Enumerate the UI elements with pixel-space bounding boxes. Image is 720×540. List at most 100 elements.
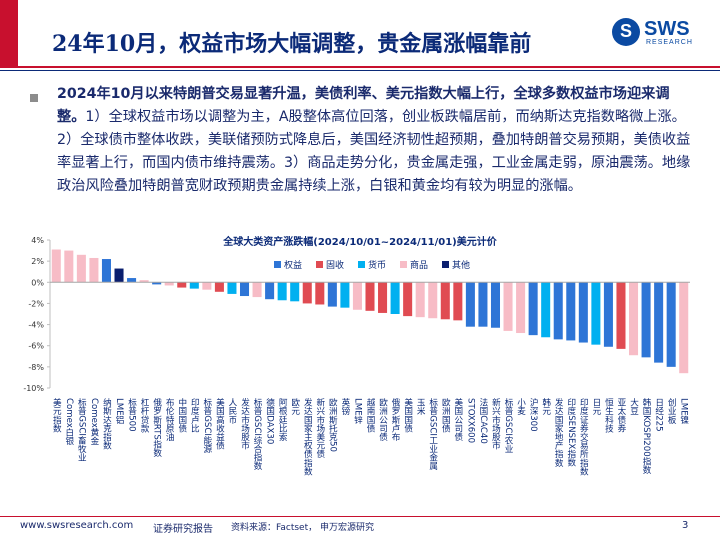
category-label: 新兴市场股市 bbox=[490, 397, 500, 451]
legend-swatch bbox=[400, 261, 407, 268]
bar bbox=[478, 282, 488, 327]
bar bbox=[541, 282, 551, 338]
category-label: 韩国KOSPI200指数 bbox=[641, 397, 651, 475]
category-label: 美国公司债 bbox=[453, 397, 463, 442]
bar bbox=[641, 282, 651, 358]
category-label: 大豆 bbox=[629, 397, 639, 416]
bar bbox=[327, 282, 337, 307]
category-label: 日经225 bbox=[654, 398, 664, 432]
bar bbox=[352, 282, 362, 310]
bar bbox=[277, 282, 287, 301]
bar bbox=[490, 282, 501, 328]
bar bbox=[214, 282, 224, 292]
category-label: 标普GSCI综合指数 bbox=[252, 397, 262, 472]
logo-subtitle: RESEARCH bbox=[646, 39, 693, 46]
page-title: 24年10月，权益市场大幅调整，贵金属涨幅靠前 bbox=[52, 31, 532, 57]
summary-body: 1）全球权益市场以调整为主，A股整体高位回落，创业板跌幅居前，而纳斯达克指数略微… bbox=[57, 109, 691, 194]
category-label: Comex白银 bbox=[64, 398, 74, 446]
legend-swatch bbox=[442, 261, 449, 268]
legend-label: 商品 bbox=[410, 259, 428, 271]
category-label: 欧洲斯托克50 bbox=[327, 397, 337, 452]
bar bbox=[516, 282, 526, 334]
bar bbox=[202, 282, 212, 290]
legend-swatch bbox=[274, 261, 281, 268]
bar bbox=[152, 282, 162, 285]
logo-glyph-icon: S bbox=[619, 21, 632, 41]
page-number: 3 bbox=[682, 520, 689, 531]
bar bbox=[403, 282, 413, 317]
bar bbox=[101, 259, 111, 283]
category-label: 人民币 bbox=[227, 398, 237, 425]
legend-label: 货币 bbox=[368, 259, 386, 271]
title-accent-bar bbox=[0, 0, 18, 66]
category-label: 俄罗斯卢布 bbox=[390, 397, 400, 442]
header-divider-blue bbox=[0, 70, 720, 71]
bar bbox=[453, 282, 463, 321]
bar bbox=[440, 282, 450, 320]
sws-logo: S SWS RESEARCH bbox=[612, 18, 712, 48]
y-tick-label: 4% bbox=[31, 236, 44, 245]
bar bbox=[89, 257, 99, 283]
bar bbox=[679, 282, 689, 374]
category-label: 创业板 bbox=[666, 397, 676, 425]
y-tick-label: -2% bbox=[28, 299, 44, 308]
bar bbox=[189, 282, 199, 289]
category-label: 美国高收益债 bbox=[214, 397, 224, 451]
header-divider-red bbox=[0, 66, 720, 68]
bar bbox=[51, 249, 61, 283]
bar bbox=[340, 282, 350, 308]
bullet-square-icon bbox=[30, 94, 38, 102]
category-label: 标普500 bbox=[127, 397, 137, 432]
category-label: STOXX600 bbox=[465, 398, 475, 443]
bar bbox=[578, 282, 588, 343]
category-label: 布伦特原油 bbox=[164, 397, 174, 442]
legend-label: 固收 bbox=[326, 259, 344, 271]
bar bbox=[64, 250, 74, 283]
category-label: 沪深300 bbox=[528, 397, 538, 432]
category-label: LME铝 bbox=[114, 398, 124, 425]
bar bbox=[503, 282, 513, 331]
category-label: 发达市场股市 bbox=[240, 397, 250, 451]
bar bbox=[378, 282, 388, 313]
category-label: 欧洲公司债 bbox=[378, 397, 388, 442]
summary-paragraph: 2024年10月以来特朗普交易显著升温，美债利率、美元指数大幅上行，全球多数权益… bbox=[57, 83, 697, 198]
category-label: 俄罗斯RTS指数 bbox=[152, 397, 162, 458]
category-label: 标普GSCI农业 bbox=[503, 397, 513, 453]
y-tick-label: -4% bbox=[28, 321, 44, 330]
y-tick-label: 0% bbox=[31, 278, 44, 287]
title-bar: 24年10月，权益市场大幅调整，贵金属涨幅靠前 S SWS RESEARCH bbox=[0, 0, 720, 70]
bar bbox=[591, 282, 601, 345]
category-label: 纳斯达克指数 bbox=[101, 397, 111, 451]
category-label: 杠杆贷款 bbox=[139, 397, 149, 434]
category-label: 新兴市场美元债 bbox=[315, 397, 325, 460]
bar bbox=[302, 282, 312, 304]
bar bbox=[365, 282, 375, 311]
bar bbox=[666, 282, 676, 367]
footer-divider bbox=[0, 516, 720, 517]
logo-circle-icon bbox=[612, 18, 640, 46]
category-label: 德国DAX30 bbox=[265, 397, 275, 445]
footer-url[interactable]: www.swsresearch.com bbox=[20, 520, 134, 531]
category-label: LME锌 bbox=[352, 398, 362, 425]
bar bbox=[654, 282, 664, 363]
bar bbox=[127, 278, 137, 283]
y-tick-label: -10% bbox=[23, 384, 44, 393]
logo-name: SWS bbox=[644, 18, 690, 40]
category-label: 小麦 bbox=[516, 398, 526, 417]
category-label: 阿根廷比索 bbox=[277, 398, 287, 441]
bar bbox=[616, 282, 626, 349]
legend-label: 其他 bbox=[452, 259, 470, 271]
legend-swatch bbox=[358, 261, 365, 268]
category-label: 美元指数 bbox=[51, 397, 61, 434]
bar-chart: 全球大类资产涨跌幅(2024/10/01~2024/11/01)美元计价 4% 2%… bbox=[23, 235, 690, 477]
bar bbox=[465, 282, 475, 327]
category-label: 印度证券交易所指数 bbox=[578, 397, 588, 477]
category-label: LME镍 bbox=[679, 398, 689, 425]
bar bbox=[290, 282, 300, 302]
bar bbox=[428, 282, 438, 319]
bar bbox=[114, 268, 124, 283]
category-label: 标普GSCI畜牧业 bbox=[76, 397, 86, 462]
bar bbox=[76, 254, 86, 283]
legend-label: 权益 bbox=[284, 259, 302, 271]
bar bbox=[139, 280, 149, 283]
